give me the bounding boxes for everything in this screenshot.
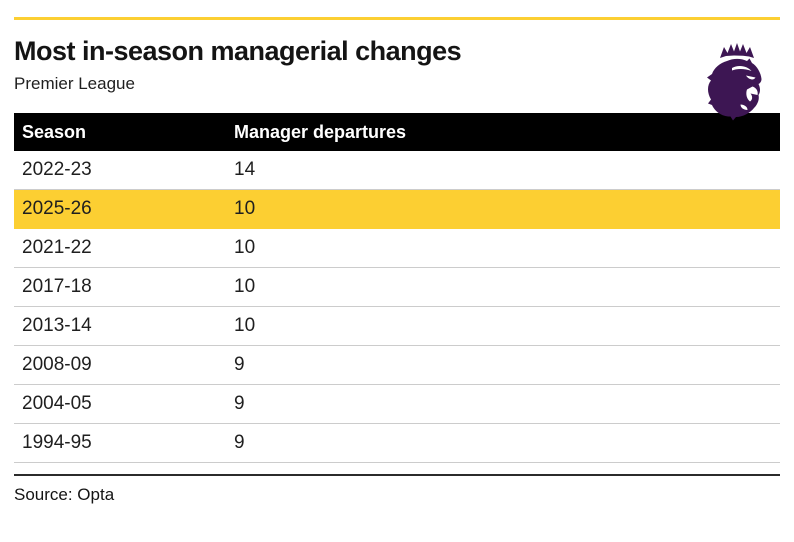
departures-cell: 10 (226, 306, 780, 346)
table-row: 2013-14 10 (14, 306, 780, 346)
season-cell: 2025-26 (14, 189, 226, 229)
table-row: 1994-95 9 (14, 423, 780, 463)
managerial-changes-table: Season Manager departures 2022-23 14 202… (14, 113, 780, 463)
premier-league-lion-icon (703, 43, 767, 121)
departures-cell: 10 (226, 189, 780, 229)
column-header-season: Season (14, 113, 226, 151)
departures-cell: 9 (226, 384, 780, 424)
season-cell: 1994-95 (14, 423, 226, 463)
column-header-departures: Manager departures (226, 113, 780, 151)
season-cell: 2017-18 (14, 267, 226, 307)
departures-cell: 9 (226, 423, 780, 463)
table-row: 2008-09 9 (14, 345, 780, 385)
page-subtitle: Premier League (14, 74, 135, 93)
season-cell: 2021-22 (14, 228, 226, 268)
table-row: 2022-23 14 (14, 151, 780, 190)
infographic-card: Most in-season managerial changes Premie… (0, 17, 794, 542)
season-cell: 2008-09 (14, 345, 226, 385)
footer-divider (14, 474, 780, 476)
departures-cell: 9 (226, 345, 780, 385)
departures-cell: 14 (226, 151, 780, 190)
page-title: Most in-season managerial changes (14, 36, 462, 66)
table-row: 2004-05 9 (14, 384, 780, 424)
table-row: 2021-22 10 (14, 228, 780, 268)
table-row-highlighted: 2025-26 10 (14, 189, 780, 229)
season-cell: 2004-05 (14, 384, 226, 424)
departures-cell: 10 (226, 228, 780, 268)
season-cell: 2022-23 (14, 151, 226, 190)
table-row: 2017-18 10 (14, 267, 780, 307)
season-cell: 2013-14 (14, 306, 226, 346)
source-attribution: Source: Opta (14, 485, 115, 504)
table-header-row: Season Manager departures (14, 113, 780, 151)
accent-topbar (14, 17, 780, 20)
departures-cell: 10 (226, 267, 780, 307)
